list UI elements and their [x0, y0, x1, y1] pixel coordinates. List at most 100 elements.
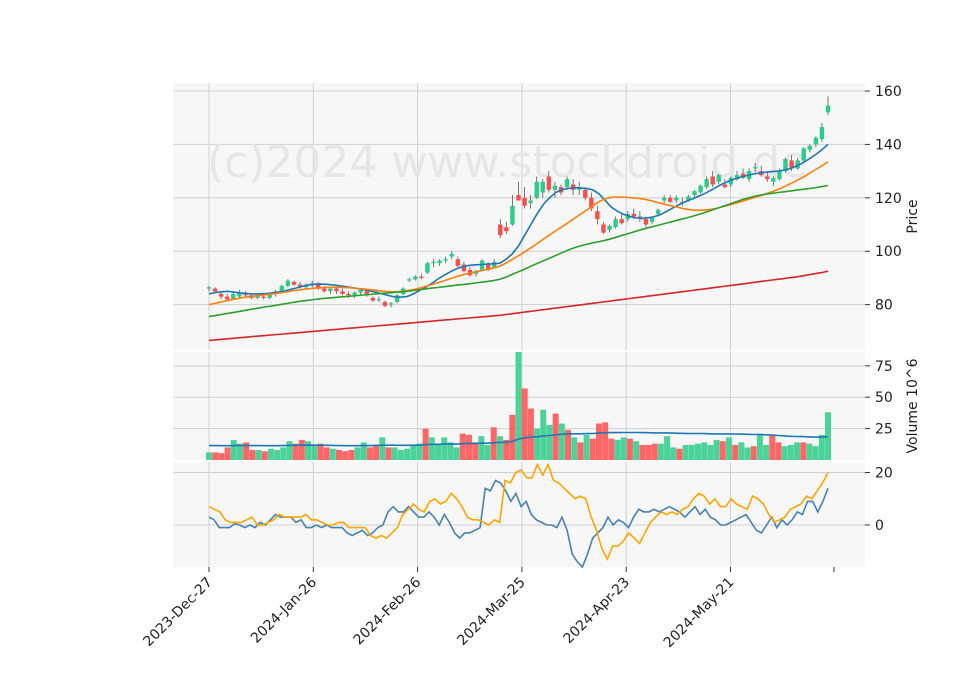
volume-bar — [329, 448, 336, 460]
volume-bar — [435, 443, 442, 460]
y-tick-label: 75 — [875, 359, 893, 375]
candle-down — [516, 195, 521, 201]
candle-up — [704, 179, 709, 188]
volume-bar — [323, 447, 330, 460]
panel-background — [173, 83, 865, 350]
candle-down — [461, 264, 467, 272]
x-axis: 2023-Dec-27 2024-Jan-26 2024-Feb-26 2024-Ma… — [140, 567, 835, 652]
candle-up — [425, 263, 430, 273]
candle-down — [212, 288, 218, 292]
candle-up — [819, 127, 825, 140]
volume-bar — [391, 447, 398, 460]
candle-up — [771, 177, 776, 182]
volume-bar — [397, 449, 404, 460]
candle-up — [449, 253, 454, 257]
candle-down — [619, 219, 624, 224]
volume-bar — [503, 439, 510, 460]
volume-bar — [725, 437, 732, 460]
candle-up — [358, 289, 363, 293]
candle-up — [655, 209, 661, 214]
candle-up — [734, 175, 740, 180]
candle-up — [825, 105, 831, 113]
volume-bar — [589, 438, 596, 460]
volume-bar — [676, 448, 683, 460]
x-tick-label: 2024-Feb-26 — [351, 574, 425, 648]
volume-bar — [552, 413, 559, 460]
candle-down — [631, 213, 637, 217]
volume-bar — [818, 434, 825, 460]
volume-bar — [657, 443, 664, 460]
volume-bar — [354, 447, 361, 460]
volume-bar — [342, 451, 349, 460]
volume-bar — [311, 444, 318, 460]
candle-down — [291, 281, 297, 285]
volume-bar — [317, 443, 324, 460]
candle-down — [789, 160, 794, 169]
candle-up — [540, 181, 545, 193]
volume-bar — [280, 447, 287, 460]
candle-down — [498, 224, 503, 236]
candle-down — [370, 297, 376, 301]
volume-bar — [577, 442, 584, 460]
x-tick-label: 2023-Dec-27 — [140, 575, 215, 650]
moving-average-line — [208, 184, 829, 318]
y-tick-label: 80 — [875, 298, 893, 314]
candle-down — [316, 283, 321, 289]
volume-bar — [267, 448, 274, 460]
volume-bar — [206, 452, 212, 460]
volume-bar — [218, 453, 225, 460]
candle-up — [777, 171, 782, 180]
volume-bar — [639, 444, 646, 460]
volume-bar — [682, 444, 689, 460]
candle-down — [710, 176, 715, 185]
volume-bar — [744, 447, 751, 460]
volume-bar — [534, 428, 541, 460]
candle-up — [352, 292, 357, 296]
volume-bar — [373, 444, 380, 460]
candle-down — [595, 211, 600, 220]
volume-bar — [794, 442, 801, 460]
candle-up — [607, 225, 612, 230]
candle-up — [328, 288, 333, 292]
volume-bar — [447, 442, 454, 460]
volume-bar — [348, 449, 355, 460]
candle-up — [801, 148, 806, 161]
candle-down — [504, 227, 509, 232]
candle-down — [722, 184, 728, 188]
y-tick-label: 160 — [875, 84, 902, 100]
candle-down — [340, 291, 345, 294]
volume-bar — [459, 433, 466, 460]
candle-up — [686, 196, 691, 201]
volume-bar — [249, 449, 256, 460]
x-tick-label: 2024-Mar-25 — [454, 575, 528, 649]
y-tick-label: 120 — [875, 191, 902, 207]
volume-bar — [360, 442, 367, 460]
volume-bar — [212, 452, 219, 460]
volume-bar — [255, 449, 262, 460]
volume-bar — [825, 412, 831, 460]
candle-up — [394, 295, 400, 302]
volume-bar — [608, 438, 615, 460]
candle-up — [807, 145, 812, 150]
candle-up — [443, 259, 448, 261]
candle-up — [279, 285, 285, 292]
volume-bar — [750, 446, 757, 460]
candle-up — [388, 303, 394, 305]
volume-bar — [404, 448, 411, 460]
volume-bar — [540, 409, 547, 460]
candle-up — [661, 197, 667, 201]
volume-bar — [558, 423, 565, 460]
volume-bar — [236, 443, 243, 460]
volume-bar — [385, 447, 392, 460]
candle-down — [225, 296, 230, 300]
candle-down — [522, 197, 527, 206]
volume-bar — [366, 447, 373, 460]
candle-up — [237, 292, 242, 297]
x-tick-label: 2024-May-21 — [661, 575, 738, 652]
volume-bar — [633, 441, 640, 460]
candle-up — [795, 160, 800, 169]
candle-up — [376, 299, 382, 301]
